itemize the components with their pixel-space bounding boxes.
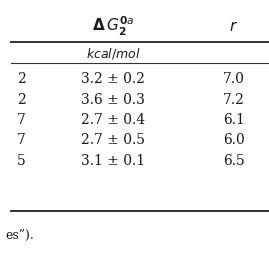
Text: 2: 2 — [17, 72, 26, 86]
Text: es”).: es”). — [5, 229, 34, 242]
Text: 2.7 ± 0.4: 2.7 ± 0.4 — [81, 113, 145, 127]
Text: 7: 7 — [17, 113, 26, 127]
Text: $\mathbf{\Delta}\,\mathit{G}_{\mathbf{2}}^{\mathbf{0}\mathit{a}}$: $\mathbf{\Delta}\,\mathit{G}_{\mathbf{2}… — [92, 15, 134, 38]
Text: 7: 7 — [17, 133, 26, 147]
Text: 6.1: 6.1 — [223, 113, 245, 127]
Text: 6.5: 6.5 — [223, 154, 245, 168]
Text: 3.1 ± 0.1: 3.1 ± 0.1 — [81, 154, 145, 168]
Text: 7.0: 7.0 — [223, 72, 245, 86]
Text: $\mathit{r}$: $\mathit{r}$ — [229, 19, 239, 34]
Text: 3.6 ± 0.3: 3.6 ± 0.3 — [81, 93, 145, 107]
Text: 5: 5 — [17, 154, 26, 168]
Text: 2: 2 — [17, 93, 26, 107]
Text: $\mathit{kcal/mol}$: $\mathit{kcal/mol}$ — [86, 46, 140, 61]
Text: 6.0: 6.0 — [223, 133, 245, 147]
Text: 3.2 ± 0.2: 3.2 ± 0.2 — [81, 72, 145, 86]
Text: 7.2: 7.2 — [223, 93, 245, 107]
Text: 2.7 ± 0.5: 2.7 ± 0.5 — [81, 133, 145, 147]
